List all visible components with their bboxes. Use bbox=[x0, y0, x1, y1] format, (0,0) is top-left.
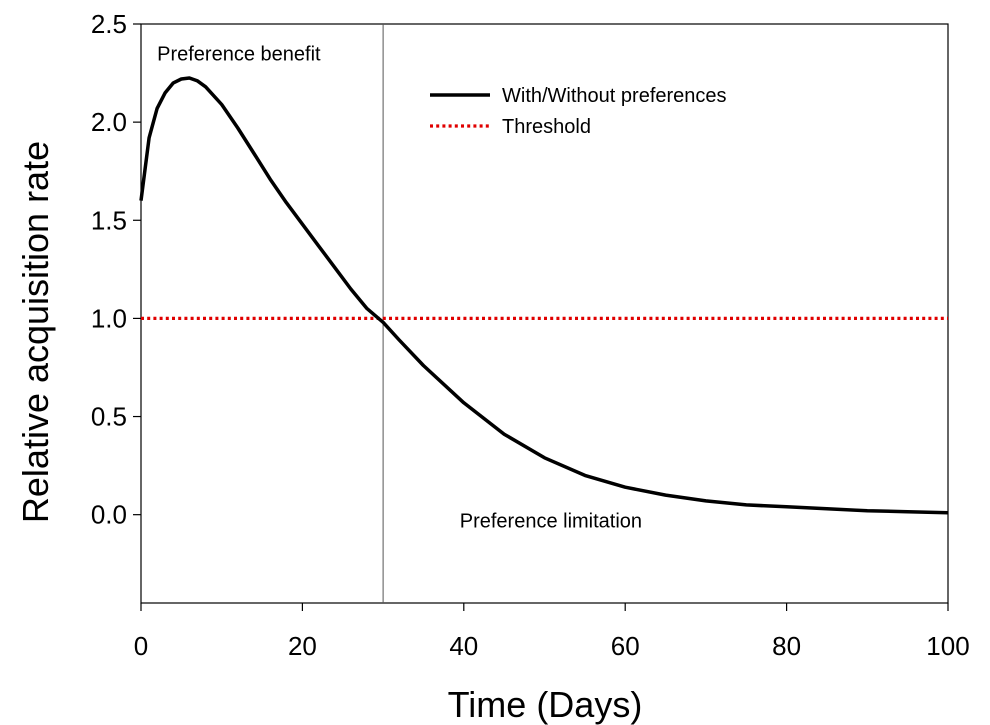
y-tick-label: 1.0 bbox=[91, 303, 127, 333]
annotation-label: Preference limitation bbox=[460, 511, 642, 533]
x-tick-label: 60 bbox=[611, 631, 640, 661]
axis-ticks: 0 20 40 60 80 100 0.0 0.5 1.0 1.5 2.0 2.5 bbox=[91, 9, 970, 661]
legend-label: Threshold bbox=[502, 116, 591, 138]
y-tick-label: 2.5 bbox=[91, 9, 127, 39]
x-tick-label: 40 bbox=[449, 631, 478, 661]
y-tick-label: 1.5 bbox=[91, 205, 127, 235]
plot-frame bbox=[140, 23, 949, 604]
legend-label: With/Without preferences bbox=[502, 85, 727, 107]
annotations: Preference benefit Preference limitation bbox=[157, 43, 642, 532]
x-tick-label: 100 bbox=[926, 631, 969, 661]
x-tick-label: 0 bbox=[134, 631, 148, 661]
x-tick-label: 80 bbox=[772, 631, 801, 661]
annotation-label: Preference benefit bbox=[157, 43, 321, 65]
x-tick-label: 20 bbox=[288, 631, 317, 661]
x-axis-title: Time (Days) bbox=[448, 684, 643, 725]
y-tick-label: 0.0 bbox=[91, 500, 127, 530]
y-tick-label: 2.0 bbox=[91, 107, 127, 137]
y-axis-title: Relative acquisition rate bbox=[15, 141, 56, 523]
series-layer bbox=[139, 24, 949, 603]
plot-border bbox=[140, 23, 949, 604]
series-line bbox=[139, 76, 949, 515]
legend: With/Without preferences Threshold bbox=[430, 85, 727, 138]
y-tick-label: 0.5 bbox=[91, 402, 127, 432]
